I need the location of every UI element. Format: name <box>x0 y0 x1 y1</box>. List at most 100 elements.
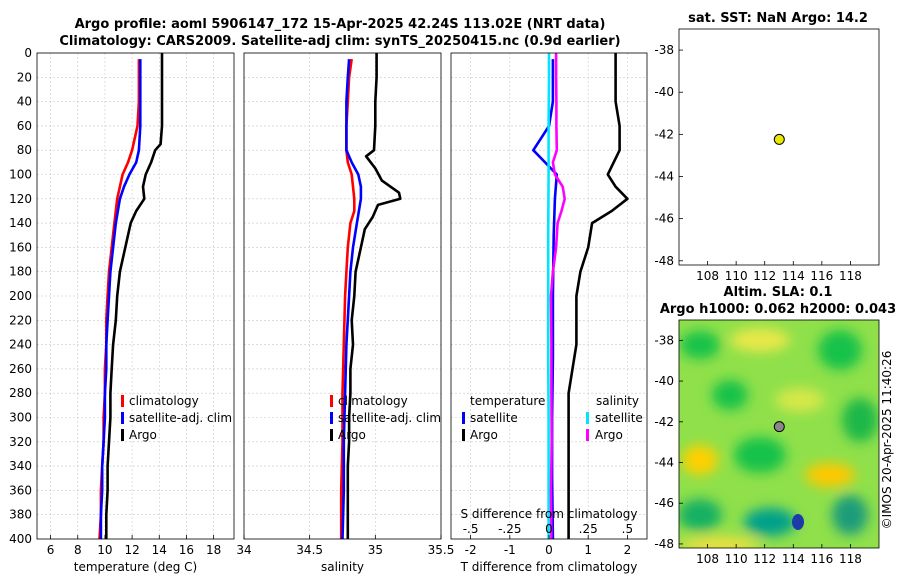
series-line-argo <box>105 53 164 539</box>
legend-swatch-argo <box>330 429 333 441</box>
map-frame <box>678 28 880 266</box>
legend-s-satellite: satellite <box>595 411 643 425</box>
sla-blob <box>805 463 855 487</box>
sla-blob <box>842 398 878 442</box>
series-line-temperature-satellite <box>531 59 559 540</box>
legend-swatch-s-satellite <box>586 412 589 424</box>
x-axis-label: salinity <box>321 560 364 574</box>
y-tick-label: -38 <box>654 333 674 347</box>
salinity-panel: 34 34.5 35 35.5 salinity <box>236 52 455 574</box>
y-tick-label: -48 <box>654 254 674 268</box>
sla-map-title-2: Argo h1000: 0.062 h2000: 0.043 <box>660 302 896 317</box>
argo-position-marker <box>773 133 785 145</box>
y-tick-label: 360 <box>9 483 32 497</box>
s-tick-label: .25 <box>579 522 598 536</box>
s-tick-label: .5 <box>622 522 633 536</box>
sla-blob <box>832 495 868 535</box>
y-tick-label: 200 <box>9 289 32 303</box>
legend-climatology: climatology <box>129 394 199 408</box>
x-tick-label: 118 <box>839 552 862 566</box>
sla-blob <box>712 380 748 410</box>
y-tick-label: 140 <box>9 216 32 230</box>
legend-swatch-t-satellite <box>462 412 465 424</box>
title-line-1: Argo profile: aoml 5906147_172 15-Apr-20… <box>75 17 606 32</box>
y-tick-label: 0 <box>24 46 32 60</box>
s-tick-label: -.5 <box>463 522 479 536</box>
temperature-panel: 6 8 10 12 14 16 180204060801001201401601802002… <box>9 46 235 574</box>
y-tick-label: 400 <box>9 532 32 546</box>
y-tick-label: -44 <box>654 170 674 184</box>
y-tick-label: 340 <box>9 459 32 473</box>
x-tick-label: 114 <box>782 552 805 566</box>
x-tick-label: 112 <box>753 269 776 283</box>
y-tick-label: -44 <box>654 456 674 470</box>
plot-frame <box>36 52 235 540</box>
x-tick-label: 8 <box>74 543 82 557</box>
legend-argo: Argo <box>338 428 366 442</box>
x-tick-label: 35 <box>368 543 383 557</box>
y-tick-label: -42 <box>654 415 674 429</box>
x-axis-label: T difference from climatology <box>460 560 638 574</box>
y-tick-label: -48 <box>654 537 674 551</box>
y-tick-label: 60 <box>17 119 32 133</box>
series-line-climatology <box>98 59 141 540</box>
map-background <box>679 29 879 265</box>
x-tick-label: 35.5 <box>428 543 455 557</box>
x-tick-label: 0 <box>545 543 553 557</box>
legend-swatch-satellite <box>330 412 333 424</box>
x-tick-label: 18 <box>206 543 221 557</box>
sst-map-panel: 108 110 112 114 116 118 -38 -40 -42 -44 -46 -48 <box>654 28 880 283</box>
legend-s-argo: Argo <box>595 428 623 442</box>
sla-blob <box>680 331 720 359</box>
argo-position-marker <box>773 421 785 433</box>
x-tick-label: 14 <box>152 543 167 557</box>
y-tick-label: 160 <box>9 240 32 254</box>
x-tick-label: 108 <box>696 552 719 566</box>
y-tick-label: 180 <box>9 265 32 279</box>
legend-argo: Argo <box>129 428 157 442</box>
y-tick-label: 320 <box>9 435 32 449</box>
sla-heatmap <box>679 320 879 548</box>
x-tick-label: 16 <box>179 543 194 557</box>
legend-swatch-satellite <box>121 412 124 424</box>
y-tick-label: 260 <box>9 362 32 376</box>
x-tick-label: 118 <box>839 269 862 283</box>
sla-blob <box>680 537 760 548</box>
series-line-satellite-adj-clim <box>341 59 363 540</box>
legend-satellite: satellite-adj. clim <box>338 411 441 425</box>
s-difference-label: S difference from climatology <box>461 507 638 521</box>
map-frame <box>678 319 880 549</box>
x-tick-label: 1 <box>584 543 592 557</box>
x-tick-label: 110 <box>725 552 748 566</box>
series-line-salinity-satellite <box>546 53 551 539</box>
title-line-2: Climatology: CARS2009. Satellite-adj cli… <box>59 34 620 49</box>
y-tick-label: 240 <box>9 338 32 352</box>
legend-swatch-s-argo <box>586 429 589 441</box>
sla-low-core <box>792 514 804 530</box>
y-tick-label: 80 <box>17 143 32 157</box>
salinity-legend: climatology satellite-adj. clim Argo <box>330 394 441 442</box>
y-tick-label: 40 <box>17 95 32 109</box>
y-tick-label: 300 <box>9 411 32 425</box>
sla-blob <box>730 328 790 352</box>
y-tick-label: 100 <box>9 168 32 182</box>
y-tick-label: -38 <box>654 43 674 57</box>
difference-panel: -2 -1 0 1 2 T difference from climatology S di… <box>450 52 648 574</box>
legend-satellite: satellite-adj. clim <box>129 411 232 425</box>
series-line-satellite-adj-clim <box>99 59 142 539</box>
x-tick-label: 116 <box>810 269 833 283</box>
legend-swatch-argo <box>121 429 124 441</box>
series-line-salinity-argo <box>549 53 567 540</box>
x-tick-label: 2 <box>624 543 632 557</box>
legend-salinity-title: salinity <box>596 394 639 408</box>
y-tick-label: -40 <box>654 85 674 99</box>
s-tick-label: 0 <box>545 522 553 536</box>
y-tick-label: -46 <box>654 212 674 226</box>
y-tick-label: 380 <box>9 508 32 522</box>
legend-temperature-title: temperature <box>470 394 545 408</box>
legend-t-satellite: satellite <box>470 411 518 425</box>
s-tick-label: -.25 <box>498 522 521 536</box>
x-tick-label: 6 <box>47 543 55 557</box>
watermark: ©IMOS 20-Apr-2025 11:40:26 <box>880 351 894 530</box>
x-tick-label: 114 <box>782 269 805 283</box>
